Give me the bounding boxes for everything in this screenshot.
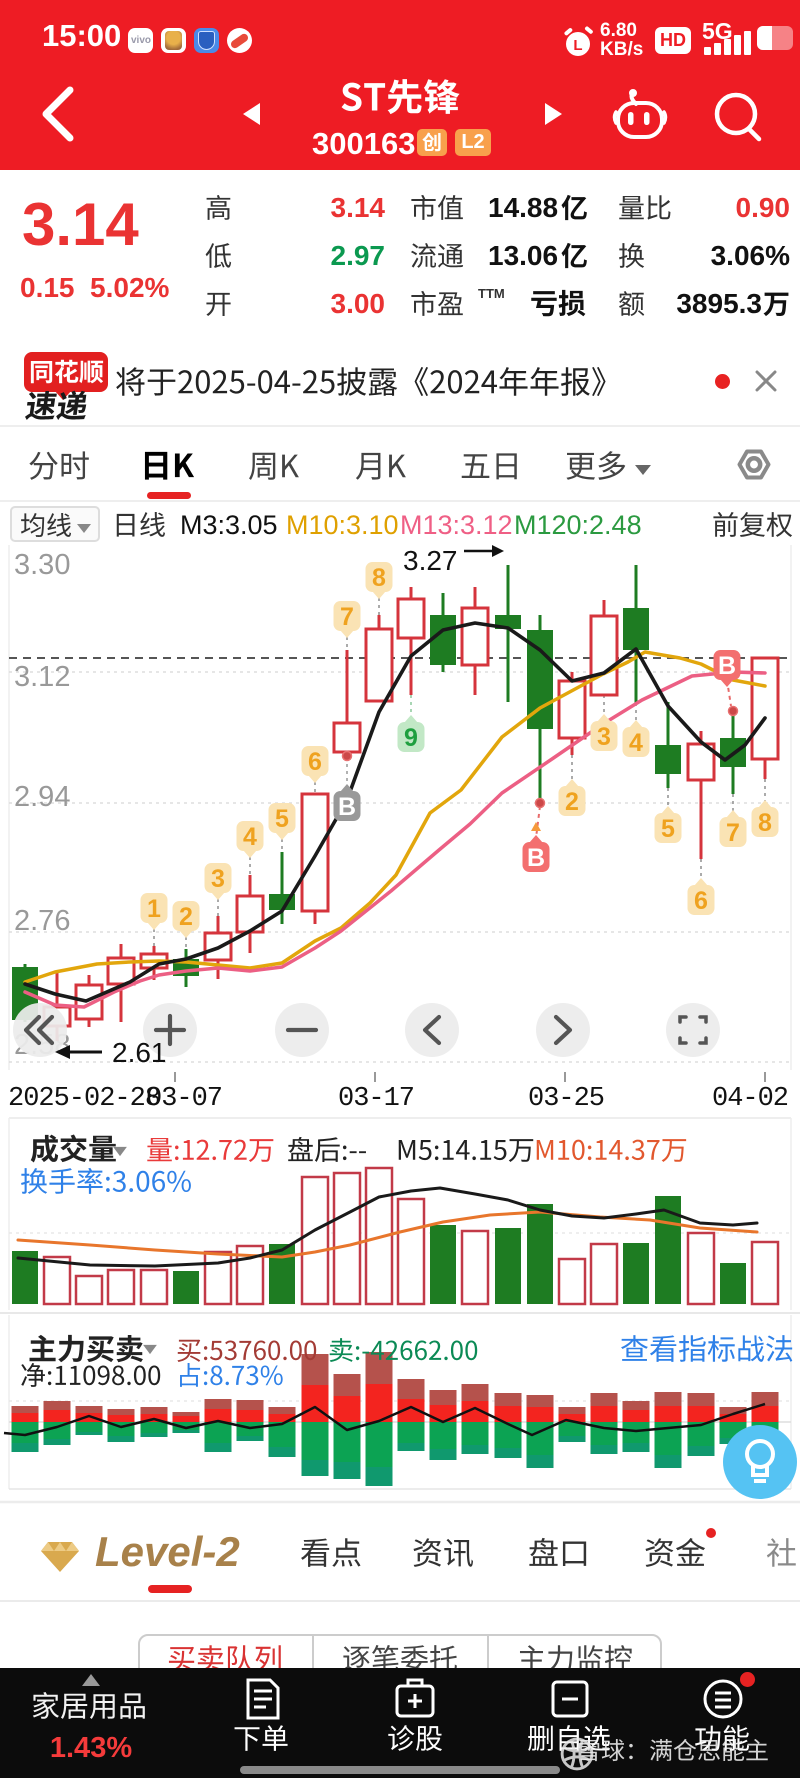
svg-text:2: 2 <box>179 903 193 931</box>
svg-text:B: B <box>338 793 356 821</box>
svg-text:03-25: 03-25 <box>528 1084 604 1114</box>
svg-text:8: 8 <box>372 564 386 592</box>
svg-text:3.12: 3.12 <box>14 661 70 693</box>
svg-text:03-07: 03-07 <box>146 1084 222 1114</box>
svg-text:B: B <box>718 652 736 680</box>
svg-text:B: B <box>527 844 545 872</box>
svg-text:2.61: 2.61 <box>112 1037 167 1068</box>
svg-text:04-02: 04-02 <box>712 1084 788 1114</box>
svg-text:3.30: 3.30 <box>14 549 70 581</box>
svg-text:3: 3 <box>211 865 225 893</box>
svg-text:6: 6 <box>308 748 322 776</box>
svg-text:03-17: 03-17 <box>338 1084 414 1114</box>
svg-text:2.76: 2.76 <box>14 905 70 937</box>
svg-text:4: 4 <box>629 729 643 757</box>
svg-text:8: 8 <box>758 809 772 837</box>
svg-text:L: L <box>573 37 582 54</box>
svg-text:9: 9 <box>404 724 418 752</box>
svg-text:2025-02-28: 2025-02-28 <box>8 1084 160 1114</box>
svg-text:4: 4 <box>243 823 257 851</box>
svg-text:1: 1 <box>147 895 161 923</box>
svg-text:3.27: 3.27 <box>403 545 458 576</box>
svg-text:5: 5 <box>275 805 289 833</box>
svg-text:3: 3 <box>597 723 611 751</box>
svg-text:7: 7 <box>340 603 354 631</box>
svg-text:2: 2 <box>565 788 579 816</box>
svg-text:6: 6 <box>694 887 708 915</box>
svg-text:5: 5 <box>661 815 675 843</box>
svg-text:7: 7 <box>726 819 740 847</box>
svg-text:2.94: 2.94 <box>14 781 70 813</box>
